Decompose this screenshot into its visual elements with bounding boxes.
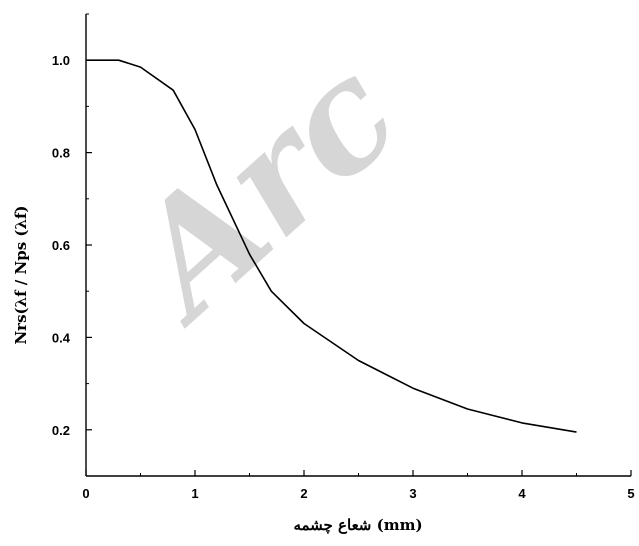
x-tick-label: 3 (409, 486, 416, 501)
x-tick-label: 2 (300, 486, 307, 501)
y-axis-title-group: Nrs(λf / Nps (λf) (12, 205, 30, 344)
x-axis-title: شعاع چشمه (mm) (293, 516, 422, 534)
x-tick-label: 5 (627, 486, 634, 501)
y-tick-label: 0.2 (52, 423, 70, 438)
x-tick-label: 4 (518, 486, 526, 501)
x-tick-label: 1 (191, 486, 198, 501)
y-tick-label: 0.4 (52, 330, 71, 345)
x-tick-label: 0 (82, 486, 89, 501)
watermark: Arc (91, 25, 431, 356)
y-tick-label: 0.6 (52, 238, 70, 253)
y-axis-title: Nrs(λf / Nps (λf) (12, 205, 30, 344)
y-tick-label: 1.0 (52, 53, 70, 68)
y-tick-label: 0.8 (52, 146, 70, 161)
